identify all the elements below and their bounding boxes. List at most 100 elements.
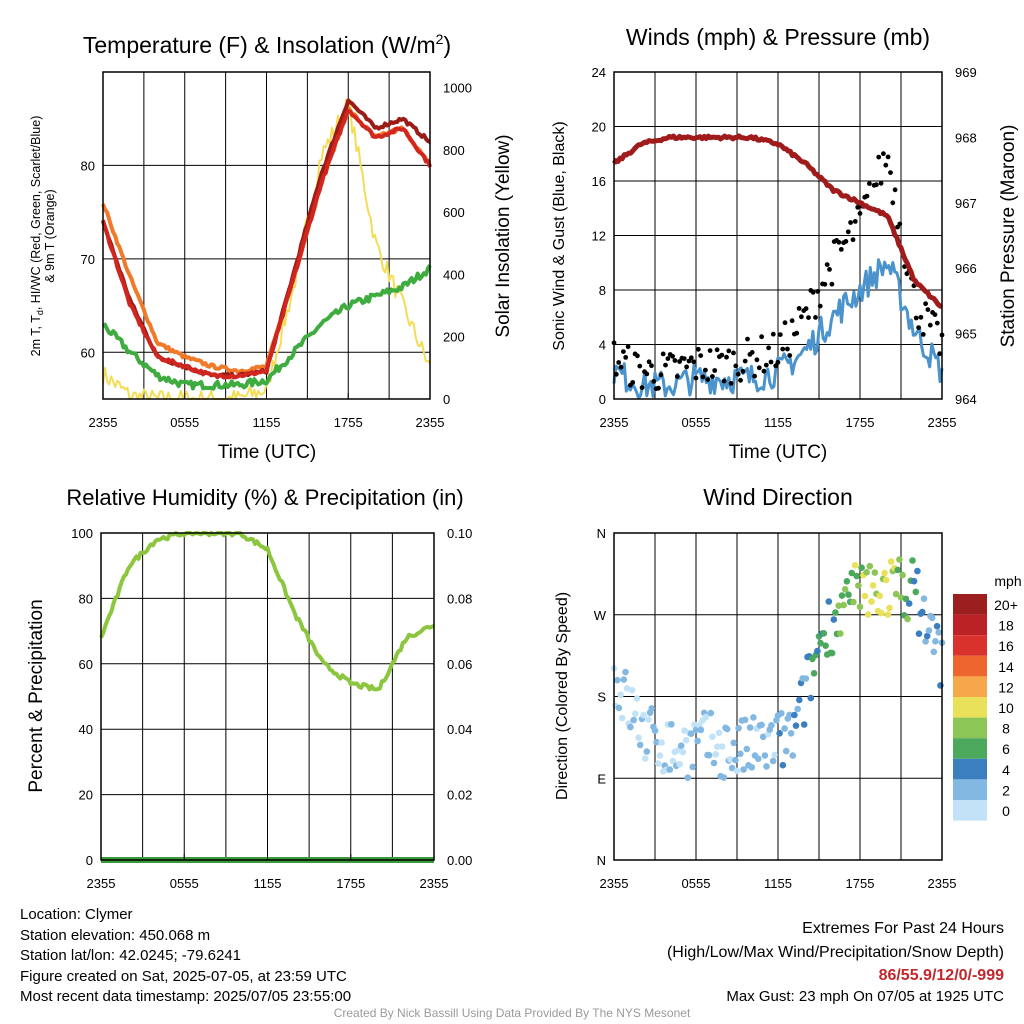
- gust-point: [738, 377, 743, 383]
- direction-point: [630, 716, 637, 724]
- direction-point: [792, 722, 800, 729]
- direction-point: [636, 741, 644, 749]
- direction-point: [691, 721, 698, 728]
- gust-point: [892, 187, 898, 193]
- direction-point: [810, 670, 818, 677]
- y-tick-label: N: [597, 526, 606, 541]
- x-tick-label: 1755: [846, 415, 875, 430]
- direction-point: [648, 705, 655, 712]
- gust-point: [766, 345, 771, 351]
- direction-point: [628, 686, 636, 694]
- direction-point: [687, 730, 695, 737]
- gust-point: [719, 352, 725, 358]
- legend-swatch: [953, 697, 987, 718]
- direction-point: [791, 711, 798, 719]
- gust-point: [796, 306, 802, 311]
- temperature-panel: Temperature (F) & Insolation (W/m2) 2355…: [29, 31, 514, 463]
- gust-point: [874, 182, 879, 188]
- direction-point: [850, 598, 857, 606]
- gust-point: [681, 356, 687, 361]
- y2-tick-label: 969: [955, 65, 977, 80]
- direction-point: [825, 598, 833, 605]
- y2-tick-label: 0.00: [447, 853, 472, 868]
- direction-point: [666, 766, 674, 773]
- direction-point: [741, 716, 749, 724]
- x-tick-label: 1755: [336, 876, 365, 891]
- gust-point: [878, 180, 884, 186]
- gust-point: [888, 170, 893, 176]
- gust-point: [850, 237, 856, 243]
- gust-point: [749, 350, 755, 355]
- gust-point: [616, 360, 622, 365]
- created-text: Figure created on Sat, 2025-07-05, at 23…: [20, 967, 347, 985]
- direction-point: [748, 764, 756, 771]
- direction-point: [715, 729, 723, 737]
- humidity-panel: Relative Humidity (%) & Precipitation (i…: [26, 485, 472, 891]
- gust-point: [700, 374, 706, 380]
- pressure-line: [611, 133, 943, 309]
- direction-title: Wind Direction: [703, 484, 853, 510]
- gust-point: [775, 359, 781, 365]
- gust-point: [803, 306, 809, 311]
- gust-point: [635, 353, 640, 359]
- direction-point: [878, 609, 885, 617]
- gust-point: [890, 200, 896, 206]
- y2-tick-label: 0.06: [447, 657, 472, 672]
- direction-point: [730, 739, 737, 747]
- temperature-title: Temperature (F) & Insolation (W/m2): [83, 31, 451, 58]
- gust-point: [799, 314, 804, 320]
- direction-point: [807, 694, 815, 702]
- direction-point: [617, 691, 624, 699]
- gust-point: [770, 331, 776, 337]
- gust-point: [794, 330, 800, 336]
- y-tick-label: E: [597, 771, 606, 786]
- gust-point: [731, 350, 736, 356]
- direction-point: [778, 710, 785, 717]
- gust-point: [613, 371, 619, 377]
- x-tick-label: 2355: [928, 415, 957, 430]
- x-tick-label: 2355: [420, 876, 449, 891]
- gust-point: [827, 267, 832, 272]
- y-tick-label: 0: [599, 392, 606, 407]
- x-tick-label: 0555: [682, 876, 711, 891]
- y2-tick-label: 967: [955, 196, 977, 211]
- y-tick-label: 70: [81, 252, 95, 267]
- direction-point: [928, 614, 936, 622]
- direction-point: [841, 586, 849, 593]
- gust-point: [838, 247, 844, 252]
- direction-point: [820, 630, 828, 637]
- gust-point: [756, 365, 762, 371]
- direction-point: [712, 751, 719, 758]
- direction-point: [728, 764, 736, 772]
- y-tick-label: 60: [81, 345, 95, 360]
- gust-point: [742, 358, 748, 364]
- gust-point: [649, 363, 654, 369]
- direction-point: [843, 578, 851, 585]
- gust-point: [740, 368, 746, 374]
- gust-point: [925, 307, 931, 312]
- extremes-title: Extremes For Past 24 Hours: [802, 920, 1004, 937]
- direction-point: [840, 601, 847, 609]
- gust-point: [852, 219, 858, 224]
- legend-label: 4: [1002, 762, 1010, 778]
- y-tick-label: 60: [79, 657, 93, 672]
- elevation-text: Station elevation: 450.068 m: [20, 926, 211, 944]
- direction-ylabel: Direction (Colored By Speed): [554, 592, 571, 800]
- direction-point: [743, 745, 751, 753]
- direction-point: [656, 752, 664, 759]
- gust-point: [927, 322, 933, 328]
- direction-point: [894, 566, 901, 574]
- legend-label: 18: [998, 618, 1014, 634]
- gust-point: [710, 374, 715, 379]
- gust-point: [848, 220, 853, 225]
- direction-point: [771, 751, 778, 759]
- y2-tick-label: 1000: [443, 81, 472, 96]
- y-tick-label: 20: [592, 120, 606, 135]
- direction-point: [861, 592, 869, 600]
- gust-point: [703, 367, 708, 373]
- direction-point: [876, 592, 883, 600]
- direction-point: [863, 569, 870, 576]
- x-tick-label: 1155: [764, 876, 792, 891]
- direction-point: [769, 757, 777, 765]
